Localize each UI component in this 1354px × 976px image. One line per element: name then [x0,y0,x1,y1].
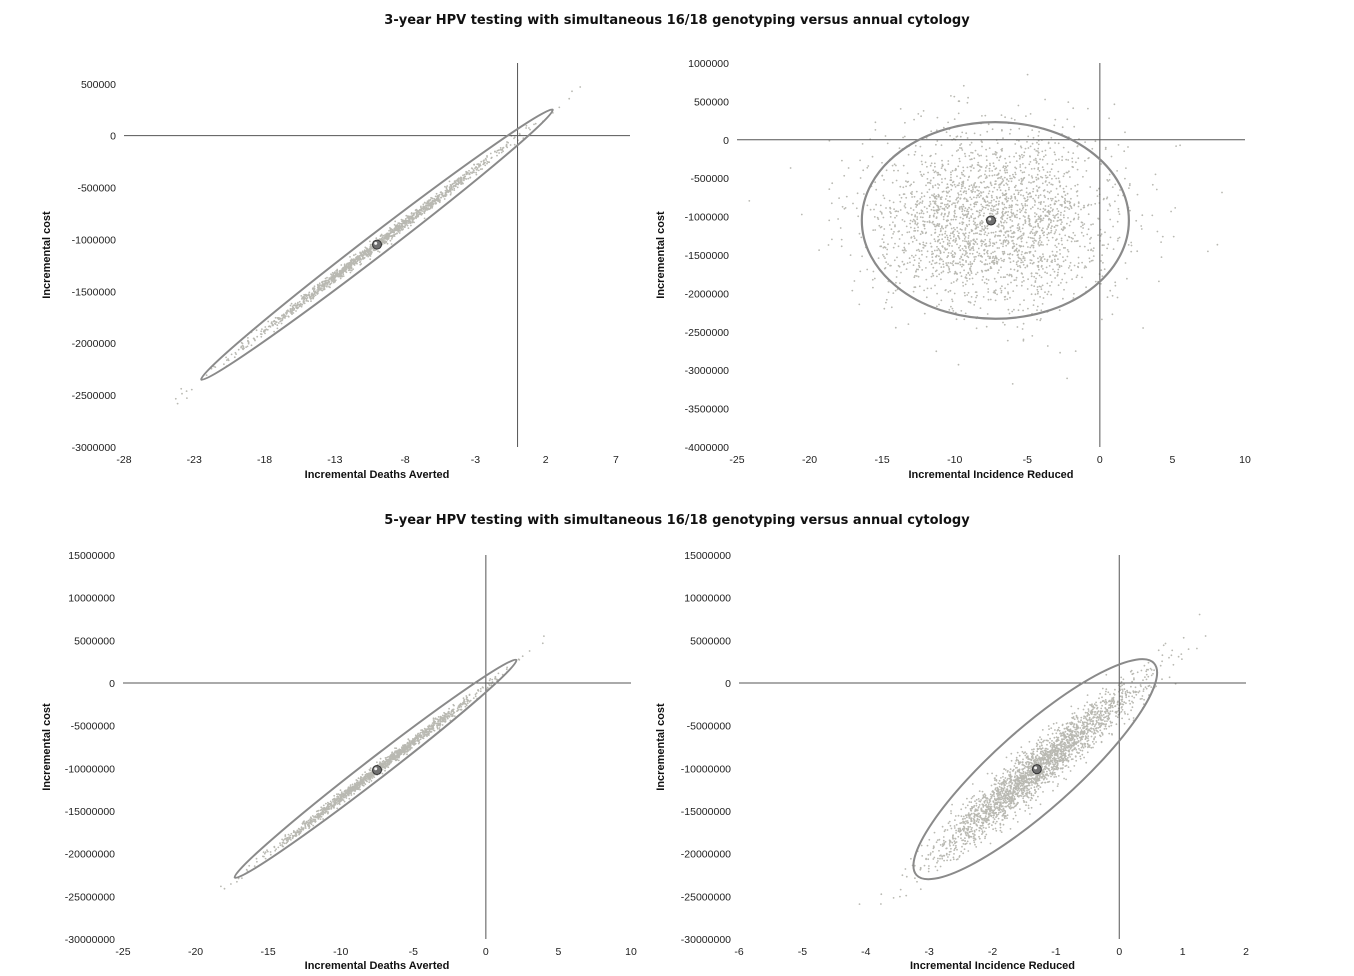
data-point [289,304,292,307]
data-point [369,240,371,243]
data-point [294,302,297,305]
data-point [456,186,459,189]
data-point [480,160,483,163]
data-point [486,156,488,158]
data-point [513,143,516,146]
data-point [410,224,412,227]
data-point [255,329,258,332]
data-point [205,374,208,377]
data-point [423,210,425,213]
data-point [420,205,422,208]
section-title-5-year: 5-year HPV testing with simultaneous 16/… [384,513,970,528]
data-point [469,171,472,174]
data-point [378,251,381,253]
data-point [307,300,309,303]
data-point [342,273,345,276]
data-point [308,291,311,294]
data-point [407,227,410,230]
data-point [230,353,233,356]
data-point [477,169,480,172]
data-point [394,220,397,223]
data-point [444,185,446,188]
data-point [525,124,528,127]
section-title-3-year: 3-year HPV testing with simultaneous 16/… [384,13,970,28]
data-point [438,201,441,204]
data-point [499,147,502,149]
data-point [280,322,283,325]
scatter-points [174,86,582,405]
data-point [490,157,493,160]
